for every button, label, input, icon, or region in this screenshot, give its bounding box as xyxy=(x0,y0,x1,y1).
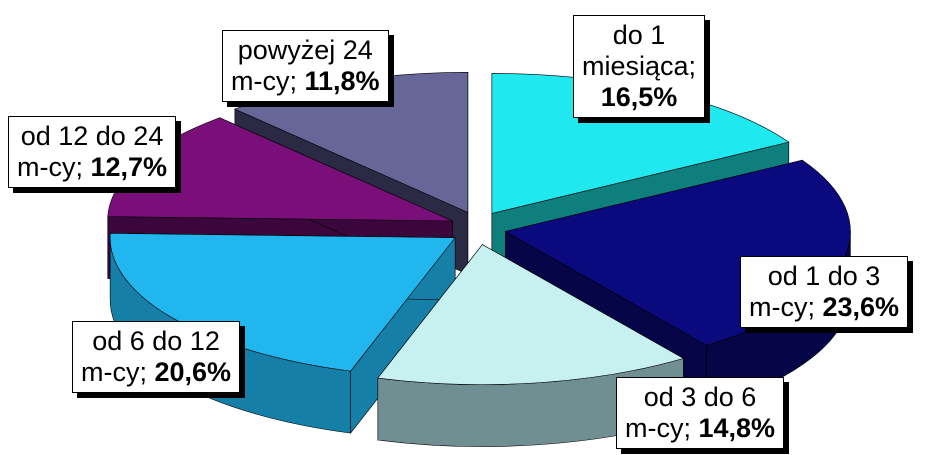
slice-top xyxy=(109,233,456,372)
label-od-6-do-12: od 6 do 12 m-cy; 20,6% xyxy=(72,321,241,393)
slice-top xyxy=(377,244,685,385)
label-od-12-do-24: od 12 do 24 m-cy; 12,7% xyxy=(8,116,177,188)
label-line2: m-cy; xyxy=(625,413,691,443)
label-line1: od 12 do 24 xyxy=(20,121,164,151)
label-line2: m-cy; xyxy=(749,292,815,322)
label-line2: m-cy; xyxy=(231,66,297,96)
label-od-3-do-6: od 3 do 6 m-cy; 14,8% xyxy=(616,377,785,449)
label-line1: do 1 xyxy=(612,20,666,50)
label-line2: miesiąca; xyxy=(582,51,697,81)
label-line2: m-cy; xyxy=(81,357,147,387)
label-do-1-miesiaca: do 1 miesiąca; 16,5% xyxy=(573,15,706,118)
label-value: 14,8% xyxy=(698,413,776,443)
label-line1: powyżej 24 xyxy=(237,35,373,65)
label-line1: od 6 do 12 xyxy=(92,326,220,356)
label-value: 20,6% xyxy=(154,357,232,387)
label-line1: od 1 do 3 xyxy=(767,261,881,291)
label-value: 23,6% xyxy=(822,292,900,322)
label-od-1-do-3: od 1 do 3 m-cy; 23,6% xyxy=(740,256,909,328)
label-line2: m-cy; xyxy=(17,152,83,182)
label-value: 16,5% xyxy=(600,82,678,112)
label-line1: od 3 do 6 xyxy=(643,382,757,412)
pie-slice xyxy=(377,243,685,447)
label-powyzej-24: powyżej 24 m-cy; 11,8% xyxy=(222,30,389,102)
pie-slice xyxy=(109,233,456,434)
label-value: 11,8% xyxy=(304,66,380,96)
label-value: 12,7% xyxy=(90,152,168,182)
